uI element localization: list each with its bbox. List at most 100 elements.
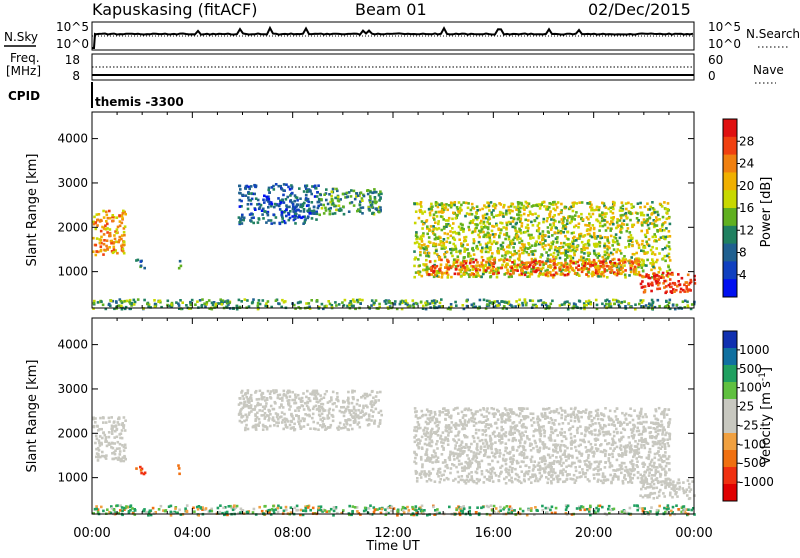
heatmap-cell	[93, 216, 96, 219]
heatmap-cell	[445, 241, 448, 244]
heatmap-cell	[606, 276, 609, 279]
heatmap-cell	[242, 194, 245, 197]
heatmap-cell	[446, 233, 449, 236]
heatmap-cell	[562, 225, 565, 228]
heatmap-cell	[317, 401, 320, 404]
heatmap-cell	[594, 263, 597, 266]
heatmap-cell	[273, 392, 276, 395]
heatmap-cell	[619, 219, 622, 222]
heatmap-cell	[646, 214, 649, 217]
heatmap-cell	[502, 226, 505, 229]
heatmap-cell	[281, 411, 284, 414]
heatmap-cell	[491, 213, 494, 216]
y-tick-label: 4000	[57, 132, 88, 146]
heatmap-cell	[215, 304, 218, 307]
heatmap-cell	[587, 228, 590, 231]
heatmap-cell	[422, 269, 425, 272]
heatmap-cell	[676, 304, 679, 307]
heatmap-cell	[116, 447, 119, 450]
heatmap-cell	[365, 412, 368, 415]
heatmap-cell	[99, 435, 102, 438]
heatmap-cell	[612, 299, 615, 302]
heatmap-cell	[592, 264, 595, 267]
heatmap-cell	[280, 415, 283, 418]
heatmap-cell	[465, 236, 468, 239]
heatmap-cell	[474, 413, 477, 416]
heatmap-cell	[108, 417, 111, 420]
heatmap-cell	[666, 462, 669, 465]
heatmap-cell	[504, 238, 507, 241]
heatmap-cell	[266, 428, 269, 431]
nave-right-tick-top: 60	[708, 53, 723, 67]
heatmap-cell	[612, 208, 615, 211]
heatmap-cell	[560, 203, 563, 206]
heatmap-cell	[643, 252, 646, 255]
heatmap-cell	[477, 463, 480, 466]
heatmap-cell	[492, 262, 495, 265]
heatmap-cell	[642, 416, 645, 419]
heatmap-cell	[341, 411, 344, 414]
heatmap-cell	[281, 188, 284, 191]
heatmap-cell	[448, 204, 451, 207]
heatmap-cell	[423, 470, 426, 473]
heatmap-cell	[351, 390, 354, 393]
heatmap-cell	[573, 254, 576, 257]
heatmap-cell	[639, 474, 642, 477]
heatmap-cell	[480, 230, 483, 233]
heatmap-cell	[533, 460, 536, 463]
heatmap-cell	[531, 258, 534, 261]
heatmap-cell	[279, 397, 282, 400]
heatmap-cell	[462, 304, 465, 307]
heatmap-cell	[501, 255, 504, 258]
heatmap-cell	[122, 210, 125, 213]
heatmap-cell	[111, 430, 114, 433]
heatmap-cell	[495, 268, 498, 271]
heatmap-cell	[585, 247, 588, 250]
heatmap-cell	[613, 202, 616, 205]
heatmap-cell	[620, 264, 623, 267]
heatmap-cell	[641, 264, 644, 267]
heatmap-cell	[463, 266, 466, 269]
heatmap-cell	[549, 259, 552, 262]
heatmap-cell	[290, 427, 293, 430]
heatmap-cell	[501, 264, 504, 267]
heatmap-cell	[255, 428, 258, 431]
heatmap-cell	[329, 210, 332, 213]
heatmap-cell	[637, 263, 640, 266]
heatmap-cell	[377, 425, 380, 428]
heatmap-cell	[560, 246, 563, 249]
heatmap-cell	[555, 203, 558, 206]
heatmap-cell	[652, 260, 655, 263]
heatmap-cell	[681, 277, 684, 280]
heatmap-cell	[455, 232, 458, 235]
heatmap-cell	[460, 275, 463, 278]
heatmap-cell	[450, 252, 453, 255]
heatmap-cell	[441, 205, 444, 208]
heatmap-cell	[660, 276, 663, 279]
heatmap-cell	[563, 242, 566, 245]
heatmap-cell	[481, 439, 484, 442]
heatmap-cell	[608, 442, 611, 445]
heatmap-cell	[309, 427, 312, 430]
heatmap-cell	[533, 421, 536, 424]
heatmap-cell	[332, 391, 335, 394]
heatmap-cell	[625, 208, 628, 211]
heatmap-cell	[332, 188, 335, 191]
heatmap-cell	[557, 480, 560, 483]
heatmap-cell	[265, 402, 268, 405]
heatmap-cell	[512, 220, 515, 223]
heatmap-cell	[451, 265, 454, 268]
heatmap-cell	[631, 481, 634, 484]
heatmap-cell	[669, 223, 672, 226]
heatmap-cell	[457, 255, 460, 258]
heatmap-cell	[475, 432, 478, 435]
heatmap-cell	[616, 240, 619, 243]
heatmap-cell	[645, 304, 648, 307]
heatmap-cell	[566, 222, 569, 225]
heatmap-cell	[671, 273, 674, 276]
heatmap-cell	[133, 303, 136, 306]
heatmap-cell	[106, 227, 109, 230]
heatmap-cell	[311, 217, 314, 220]
heatmap-cell	[243, 401, 246, 404]
heatmap-cell	[521, 261, 524, 264]
